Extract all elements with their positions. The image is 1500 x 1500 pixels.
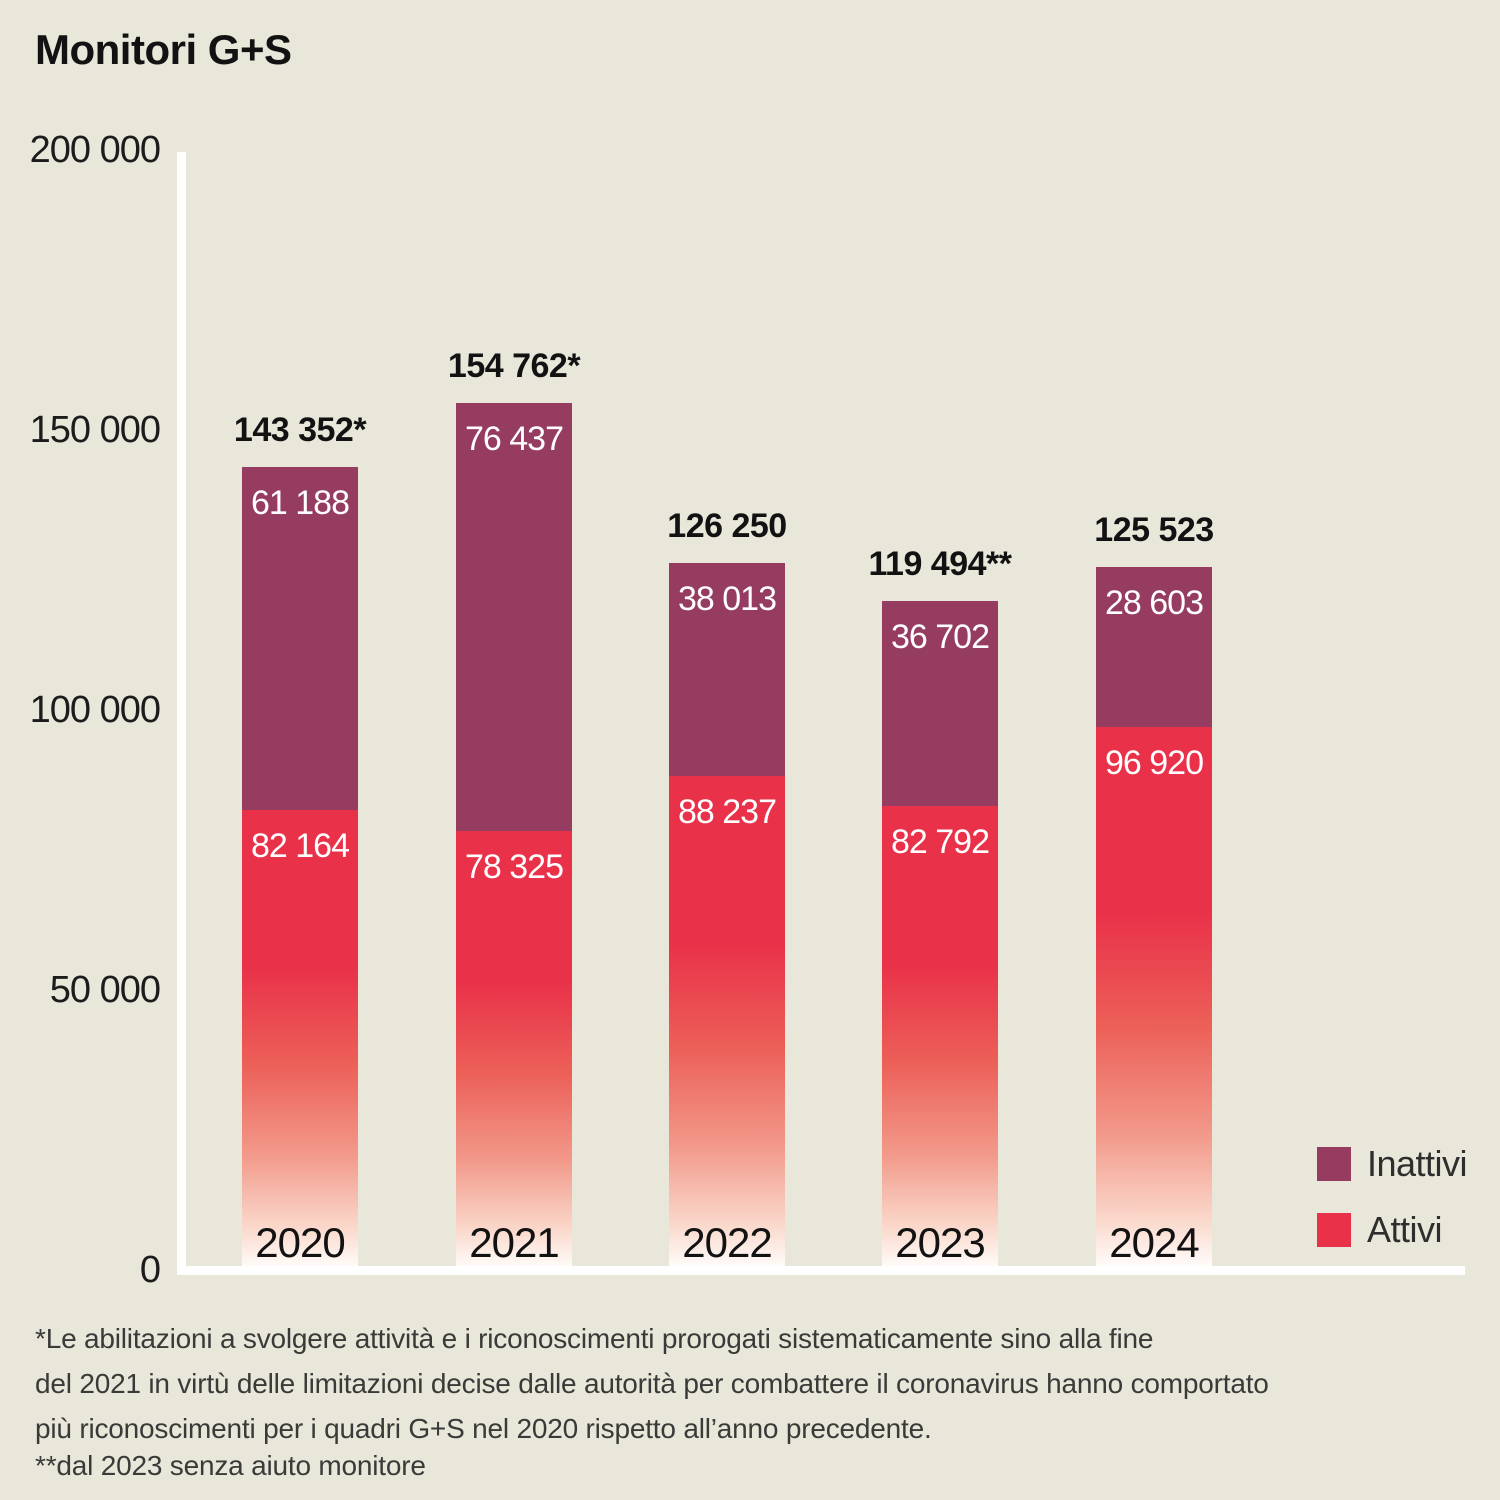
bar-label-attivi-2022: 88 237 <box>678 792 777 831</box>
x-tick-label-2021: 2021 <box>469 1219 559 1266</box>
bar-segment-inattivi-2023 <box>882 600 998 807</box>
legend-label-inattivi: Inattivi <box>1367 1143 1468 1184</box>
x-axis-line <box>177 1266 1465 1275</box>
bar-label-inattivi-2022: 38 013 <box>678 580 777 618</box>
bar-label-inattivi-2024: 28 603 <box>1105 584 1204 623</box>
bar-segment-inattivi-2024 <box>1096 567 1212 728</box>
bar-segment-inattivi-2020 <box>242 467 358 810</box>
x-tick-label-2024: 2024 <box>1109 1219 1199 1266</box>
legend-swatch-inattivi <box>1317 1147 1351 1181</box>
bar-total-label-2021: 154 762* <box>447 347 581 386</box>
y-tick-label-150000: 150 000 <box>29 409 161 451</box>
bar-total-label-2024: 125 523 <box>1094 511 1214 550</box>
y-tick-label-100000: 100 000 <box>29 689 161 731</box>
bar-total-label-2022: 126 250 <box>667 507 787 545</box>
bar-segment-attivi-2022 <box>669 775 785 1270</box>
bar-total-label-2020: 143 352* <box>233 411 367 450</box>
y-axis-line <box>177 152 186 1275</box>
legend-swatch-attivi <box>1317 1213 1351 1247</box>
x-tick-label-2020: 2020 <box>255 1219 345 1266</box>
bar-label-attivi-2024: 96 920 <box>1105 744 1204 783</box>
chart-title: Monitori G+S <box>35 26 292 73</box>
bar-label-inattivi-2021: 76 437 <box>465 420 564 459</box>
bar-label-inattivi-2020: 61 188 <box>251 484 350 523</box>
bar-segment-attivi-2021 <box>456 831 572 1270</box>
legend-label-attivi: Attivi <box>1367 1209 1443 1250</box>
bar-segment-attivi-2023 <box>882 806 998 1270</box>
footnote-monitore: **dal 2023 senza aiuto monitore <box>35 1450 426 1481</box>
y-tick-label-200000: 200 000 <box>29 129 161 171</box>
bar-total-label-2023: 119 494** <box>868 544 1013 583</box>
bar-segment-inattivi-2022 <box>669 563 785 776</box>
bar-label-inattivi-2023: 36 702 <box>891 617 990 656</box>
bar-segment-attivi-2024 <box>1096 727 1212 1270</box>
footnote-coronavirus: *Le abilitazioni a svolgere attività e i… <box>35 1323 1269 1444</box>
legend: Inattivi Attivi <box>1317 1143 1468 1250</box>
bar-label-attivi-2023: 82 792 <box>891 823 990 862</box>
bar-segment-inattivi-2021 <box>456 403 572 832</box>
x-tick-label-2022: 2022 <box>682 1219 772 1266</box>
x-tick-label-2023: 2023 <box>895 1219 985 1266</box>
bar-segment-attivi-2020 <box>242 809 358 1270</box>
y-tick-label-50000: 50 000 <box>49 969 161 1011</box>
bar-label-attivi-2021: 78 325 <box>465 848 564 887</box>
y-tick-label-0: 0 <box>139 1249 161 1291</box>
legend-item-attivi: Attivi <box>1317 1209 1467 1250</box>
bar-label-attivi-2020: 82 164 <box>251 826 350 865</box>
legend-item-inattivi: Inattivi <box>1317 1143 1468 1184</box>
